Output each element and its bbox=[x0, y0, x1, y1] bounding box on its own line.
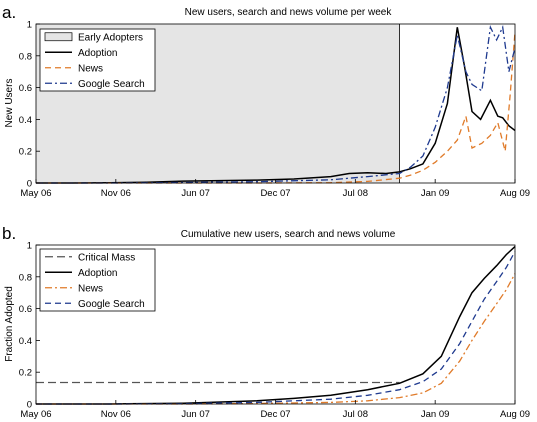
legend-label-news: News bbox=[78, 63, 103, 74]
x-tick-label: Jan 09 bbox=[421, 188, 450, 199]
panel-a-letter: a. bbox=[2, 3, 16, 22]
y-tick-label: 0 bbox=[27, 179, 32, 190]
x-tick-label: Nov 06 bbox=[101, 188, 131, 199]
legend-box bbox=[39, 248, 156, 312]
panel-b-series bbox=[36, 246, 516, 405]
y-tick-label: 1 bbox=[27, 20, 32, 31]
legend-label-critical-mass: Critical Mass bbox=[78, 252, 135, 263]
legend-swatch-early-adopters bbox=[44, 32, 73, 42]
x-tick-label: Jul 08 bbox=[343, 409, 368, 420]
y-tick-label: 0.4 bbox=[19, 336, 32, 347]
panel-b-ylabel: Fraction Adopted bbox=[4, 286, 15, 362]
x-tick-label: Jun 07 bbox=[181, 188, 210, 199]
panel-b: b. Cumulative new users, search and news… bbox=[2, 224, 530, 420]
y-tick-label: 0.2 bbox=[19, 147, 32, 158]
y-tick-label: 0.6 bbox=[19, 83, 32, 94]
panel-a-ylabel: New Users bbox=[4, 79, 15, 128]
series-line-google-search bbox=[36, 251, 516, 405]
y-tick-label: 0.6 bbox=[19, 304, 32, 315]
y-tick-label: 0.8 bbox=[19, 51, 32, 62]
legend-label-news: News bbox=[78, 283, 103, 294]
legend-label-adoption: Adoption bbox=[78, 48, 117, 59]
legend-label-google-search: Google Search bbox=[78, 299, 145, 310]
x-tick-label: Dec 07 bbox=[260, 409, 290, 420]
panel-b-title: Cumulative new users, search and news vo… bbox=[181, 229, 396, 240]
panel-b-axes: May 06 Nov 06 Jun 07 Dec 07 Jul 08 Jan 09 Aug … bbox=[19, 241, 530, 421]
y-tick-label: 0.2 bbox=[19, 368, 32, 379]
y-tick-label: 1 bbox=[27, 241, 32, 252]
x-tick-label: Jul 08 bbox=[343, 188, 368, 199]
x-tick-label: May 06 bbox=[20, 409, 51, 420]
legend-label-adoption: Adoption bbox=[78, 268, 117, 279]
y-tick-label: 0.8 bbox=[19, 272, 32, 283]
legend-label-google-search: Google Search bbox=[78, 79, 145, 90]
panel-a-legend: Early Adopters Adoption News Google Search bbox=[39, 28, 156, 92]
panel-b-letter: b. bbox=[2, 224, 16, 243]
series-line-adoption bbox=[36, 246, 516, 405]
panel-a-axes: May 06 Nov 06 Jun 07 Dec 07 Jul 08 Jan 09 Aug … bbox=[19, 20, 530, 200]
panel-a: a. New users, search and news volume per… bbox=[2, 3, 530, 199]
x-tick-label: Jan 09 bbox=[421, 409, 450, 420]
series-line-google-search bbox=[36, 24, 516, 184]
y-tick-label: 0 bbox=[27, 400, 32, 411]
series-line-news bbox=[36, 273, 516, 405]
panel-a-title: New users, search and news volume per we… bbox=[185, 7, 393, 18]
panel-b-legend: Critical Mass Adoption News Google Search bbox=[39, 248, 156, 312]
x-tick-label: May 06 bbox=[20, 188, 51, 199]
y-tick-label: 0.4 bbox=[19, 115, 32, 126]
x-tick-label: Aug 09 bbox=[500, 188, 530, 199]
x-tick-label: Jun 07 bbox=[181, 409, 210, 420]
x-tick-label: Aug 09 bbox=[500, 409, 530, 420]
x-tick-label: Nov 06 bbox=[101, 409, 131, 420]
legend-label-early-adopters: Early Adopters bbox=[78, 32, 143, 43]
x-tick-label: Dec 07 bbox=[260, 188, 290, 199]
